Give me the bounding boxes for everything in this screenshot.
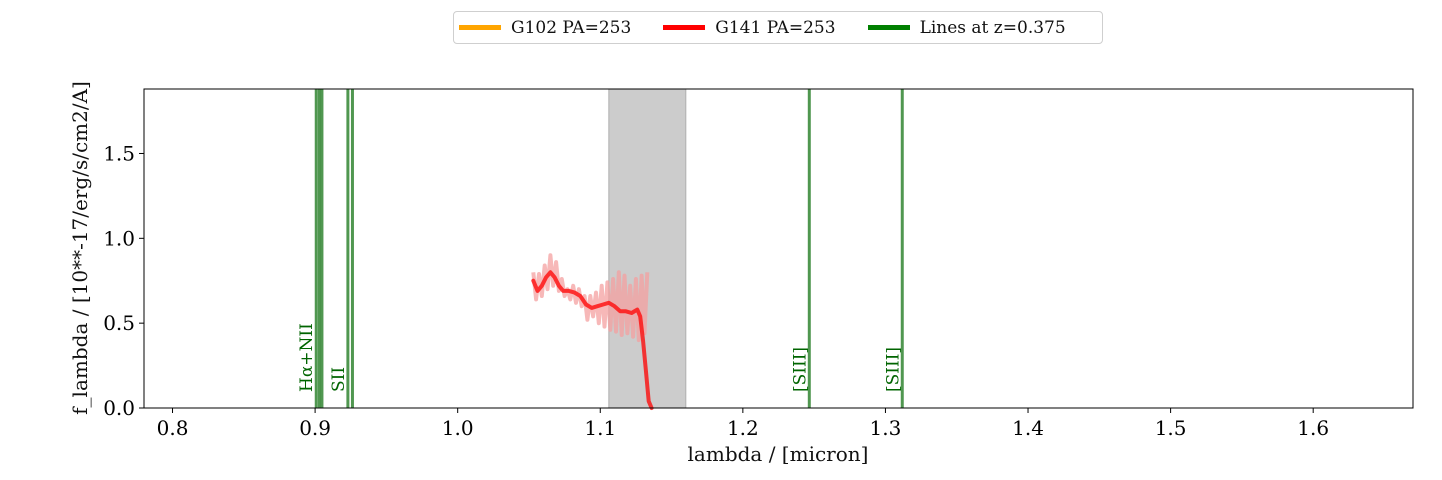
x-tick-label-8: 1.6 (1297, 416, 1329, 440)
emission-line-label-5: [SIII] (790, 347, 810, 392)
legend-swatch-g141 (663, 25, 706, 30)
series-line-0 (531, 270, 654, 410)
legend: G102 PA=253 G141 PA=253 Lines at z=0.375 (453, 11, 1103, 44)
legend-item-g102: G102 PA=253 (459, 18, 631, 38)
x-tick-label-6: 1.4 (1012, 416, 1044, 440)
x-tick-label-0: 0.8 (157, 416, 189, 440)
legend-label-lines: Lines at z=0.375 (919, 17, 1066, 38)
x-tick-label-5: 1.3 (870, 416, 902, 440)
legend-swatch-lines (867, 25, 910, 30)
plot-frame (143, 88, 1414, 409)
y-tick-label-2: 1.0 (103, 226, 135, 250)
x-axis-label: lambda / [micron] (687, 442, 869, 466)
legend-item-lines: Lines at z=0.375 (867, 17, 1066, 38)
y-axis-label: f_lambda / [10**-17/erg/s/cm2/A] (68, 81, 92, 415)
legend-item-g141: G141 PA=253 (663, 17, 836, 38)
emission-line-label-3: SII (329, 367, 349, 392)
y-tick-label-0: 0.0 (103, 396, 135, 420)
emission-line-label-6: [SIII] (883, 347, 903, 392)
x-tick-label-1: 0.9 (299, 416, 331, 440)
x-tick-label-4: 1.2 (727, 416, 759, 440)
y-tick-label-1: 0.5 (103, 311, 135, 335)
legend-label-g141: G141 PA=253 (715, 17, 836, 38)
legend-swatch-g102 (459, 25, 501, 30)
x-tick-label-3: 1.1 (584, 416, 616, 440)
shaded-region (608, 88, 687, 409)
x-tick-label-7: 1.5 (1155, 416, 1187, 440)
y-tick-label-3: 1.5 (103, 141, 135, 165)
x-tick-label-2: 1.0 (442, 416, 474, 440)
legend-label-g102: G102 PA=253 (511, 17, 632, 38)
emission-line-label-0: Hα+NII (297, 323, 317, 392)
